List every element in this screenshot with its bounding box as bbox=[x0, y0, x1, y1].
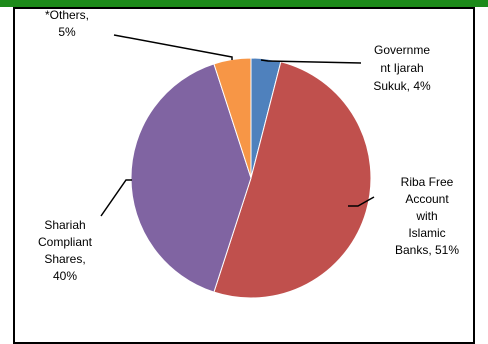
data-label-0-line-1: nt Ijarah bbox=[380, 61, 423, 75]
data-label-1: Riba Free Account with Islamic Banks, 51% bbox=[395, 175, 459, 257]
data-label-2-line-2: Shares, bbox=[44, 252, 85, 266]
leader-line-2 bbox=[100, 179, 132, 217]
data-label-1-line-2: with bbox=[415, 209, 437, 223]
pie-slices bbox=[130, 57, 372, 299]
chart-frame: Governme nt Ijarah Sukuk, 4% Riba Free Accou… bbox=[0, 7, 488, 344]
leader-lines bbox=[100, 34, 375, 217]
data-label-3: *Others, 5% bbox=[45, 8, 89, 39]
pie-slice-2 bbox=[130, 63, 252, 293]
leader-line-3 bbox=[113, 34, 233, 60]
data-label-0-line-2: Sukuk, 4% bbox=[373, 79, 431, 93]
pie-chart: Governme nt Ijarah Sukuk, 4% Riba Free Accou… bbox=[13, 7, 475, 344]
data-label-3-line-0: *Others, bbox=[45, 8, 89, 22]
data-label-0-line-0: Governme bbox=[374, 43, 430, 57]
data-label-2: Shariah Compliant Shares, 40% bbox=[38, 218, 93, 283]
data-label-2-line-0: Shariah bbox=[44, 218, 85, 232]
data-label-1-line-3: Islamic bbox=[408, 226, 445, 240]
leader-line-0 bbox=[260, 59, 362, 64]
data-label-1-line-0: Riba Free bbox=[401, 175, 454, 189]
data-labels: Governme nt Ijarah Sukuk, 4% Riba Free Accou… bbox=[38, 8, 459, 283]
data-label-1-line-4: Banks, 51% bbox=[395, 243, 459, 257]
data-label-0: Governme nt Ijarah Sukuk, 4% bbox=[373, 43, 431, 93]
leader-line-1 bbox=[348, 196, 375, 207]
data-label-3-line-1: 5% bbox=[58, 25, 76, 39]
data-label-2-line-3: 40% bbox=[53, 269, 77, 283]
top-green-band bbox=[0, 0, 488, 7]
pie-slice-1 bbox=[213, 61, 372, 299]
data-label-2-line-1: Compliant bbox=[38, 235, 93, 249]
data-label-1-line-1: Account bbox=[405, 192, 449, 206]
